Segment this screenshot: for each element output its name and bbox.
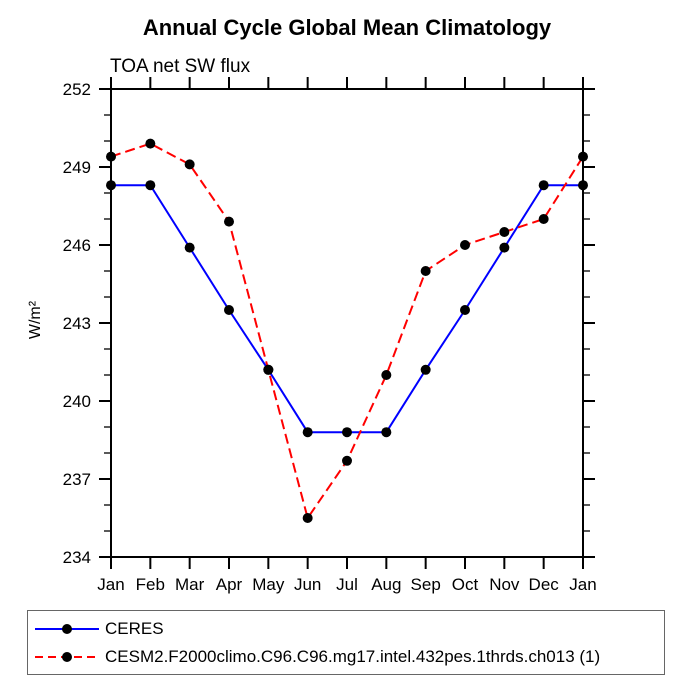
x-tick-label: Mar — [175, 575, 205, 594]
data-point-marker-1 — [224, 216, 234, 227]
data-point-marker-1 — [381, 370, 392, 380]
y-tick-label: 234 — [63, 548, 91, 567]
data-point-marker-0 — [302, 427, 313, 438]
data-point-marker-1 — [184, 159, 195, 170]
legend-item-ceres: CERES — [32, 615, 664, 643]
data-point-marker-1 — [263, 364, 274, 375]
data-point-marker-1 — [145, 138, 156, 149]
x-tick-label: Jan — [97, 575, 124, 594]
plot-area: 234 237 240 243 246 249 252 Jan Feb Mar Apr May Jun J… — [63, 77, 597, 594]
data-point-marker-1 — [538, 214, 549, 224]
x-tick-label: Apr — [216, 575, 243, 594]
legend-label-cesm2: CESM2.F2000climo.C96.C96.mg17.intel.432p… — [105, 647, 601, 666]
x-tick-label: Dec — [529, 575, 560, 594]
legend: CERES CESM2.F2000climo.C96.C96.mg17.inte… — [27, 610, 665, 675]
y-tick-label: 252 — [63, 80, 91, 99]
x-tick-label: May — [252, 575, 285, 594]
data-point-marker-1 — [106, 151, 116, 162]
data-point-marker-0 — [420, 364, 431, 375]
x-tick-label: Oct — [452, 575, 479, 594]
y-tick-label: 249 — [63, 158, 91, 177]
data-point-marker-0 — [460, 305, 470, 315]
x-tick-label: Jun — [294, 575, 321, 594]
data-point-marker-0 — [184, 242, 195, 253]
legend-marker-dot — [62, 624, 72, 634]
data-point-marker-1 — [420, 266, 431, 276]
x-tick-label: Sep — [411, 575, 441, 594]
chart-title: Annual Cycle Global Mean Climatology — [142, 15, 552, 40]
data-point-marker-1 — [460, 240, 470, 250]
x-tick-label: Feb — [136, 575, 165, 594]
data-point-marker-1 — [578, 151, 588, 162]
x-tick-label: Jan — [569, 575, 596, 594]
x-tick-label: Aug — [371, 575, 401, 594]
data-point-marker-0 — [145, 180, 156, 191]
data-point-marker-0 — [381, 427, 392, 438]
data-point-marker-0 — [224, 305, 234, 315]
legend-marker-dot — [62, 652, 72, 662]
y-tick-label: 240 — [63, 392, 91, 411]
legend-item-cesm2: CESM2.F2000climo.C96.C96.mg17.intel.432p… — [32, 643, 664, 671]
x-tick-label: Nov — [489, 575, 520, 594]
legend-sample-solid-line — [35, 624, 99, 634]
y-tick-label: 243 — [63, 314, 91, 333]
series-line-0 — [111, 184, 583, 434]
data-point-marker-0 — [499, 242, 510, 253]
legend-sample-dashed-line — [35, 652, 99, 662]
data-point-marker-1 — [342, 455, 352, 466]
legend-label-ceres: CERES — [105, 619, 164, 638]
data-point-marker-0 — [538, 180, 549, 191]
data-point-marker-0 — [106, 180, 116, 191]
y-tick-label: 246 — [63, 236, 91, 255]
data-point-marker-0 — [342, 427, 352, 438]
chart-subtitle: TOA net SW flux — [110, 56, 251, 77]
y-tick-label: 237 — [63, 470, 91, 489]
data-point-marker-1 — [302, 513, 313, 523]
x-tick-label: Jul — [336, 575, 358, 594]
data-point-marker-0 — [578, 180, 588, 191]
data-point-marker-1 — [499, 227, 510, 237]
